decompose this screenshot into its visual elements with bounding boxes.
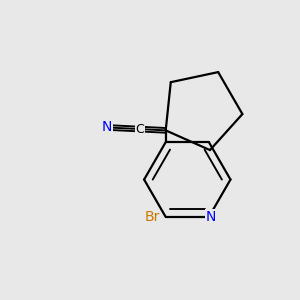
Text: N: N bbox=[206, 210, 216, 224]
Text: N: N bbox=[102, 120, 112, 134]
Text: Br: Br bbox=[144, 210, 160, 224]
Text: C: C bbox=[135, 123, 144, 136]
